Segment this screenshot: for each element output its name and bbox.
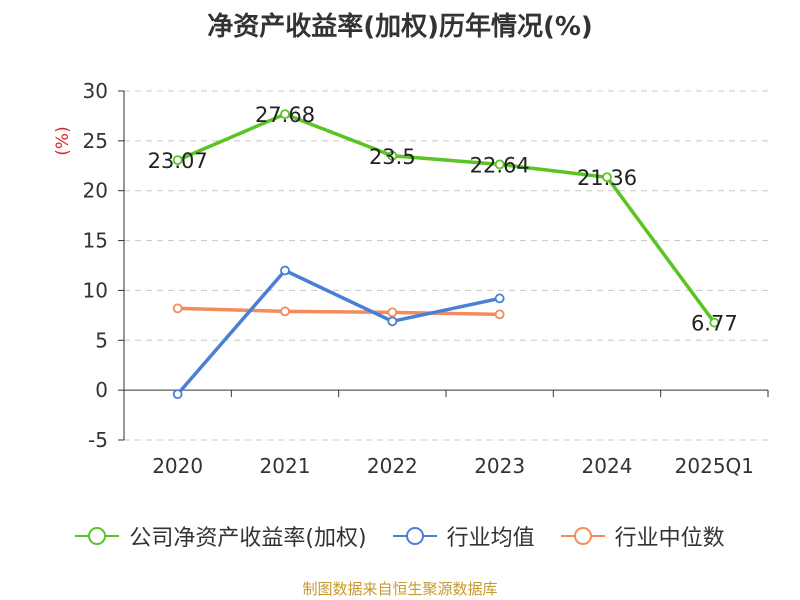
legend-label: 行业均值 (446, 526, 535, 551)
chart-title: 净资产收益率(加权)历年情况(%) (207, 12, 593, 42)
data-point (172, 389, 183, 400)
legend-label: 行业中位数 (614, 526, 725, 551)
y-tick-label: 10 (83, 278, 108, 302)
legend-symbol-icon (392, 527, 437, 545)
data-point (709, 317, 720, 328)
legend: 公司净资产收益率(加权) 行业均值 行业中位数 (0, 520, 800, 552)
data-label: 21.36 (577, 166, 637, 190)
data-point (172, 155, 183, 166)
legend-symbol-icon (75, 527, 120, 545)
y-tick-label: -5 (88, 428, 108, 452)
data-label: 23.5 (369, 145, 416, 169)
legend-item-company[interactable]: 公司净资产收益率(加权) (75, 520, 367, 552)
y-tick-label: 15 (83, 229, 108, 253)
data-label: 23.07 (148, 149, 208, 173)
y-tick-label: 25 (83, 129, 108, 153)
data-label: 22.64 (470, 153, 530, 177)
data-point (387, 307, 398, 318)
series-line (177, 306, 500, 317)
y-tick-label: 30 (83, 79, 108, 103)
data-point (494, 309, 505, 320)
x-tick-label: 2023 (474, 454, 525, 478)
data-point (280, 109, 290, 120)
data-point (280, 306, 290, 317)
data-source-note: 制图数据来自恒生聚源数据库 (302, 580, 498, 598)
data-point (280, 265, 290, 276)
legend-label: 公司净资产收益率(加权) (129, 526, 367, 551)
data-label: 6.77 (691, 312, 738, 336)
series-line (176, 268, 501, 396)
data-point (602, 172, 612, 183)
data-label: 27.68 (255, 103, 315, 127)
legend-item-industry-median[interactable]: 行业中位数 (560, 520, 725, 552)
x-tick-label: 2024 (582, 454, 633, 478)
data-point (172, 303, 183, 314)
data-point (494, 159, 505, 170)
y-tick-label: 5 (95, 328, 108, 352)
legend-item-industry-mean[interactable]: 行业均值 (392, 520, 535, 552)
y-tick-label: 0 (95, 378, 108, 402)
x-tick-label: 2021 (260, 454, 311, 478)
x-tick-label: 2025Q1 (675, 454, 754, 478)
series-line (177, 112, 716, 324)
x-tick-label: 2022 (367, 454, 418, 478)
data-point (494, 293, 505, 304)
x-tick-label: 2020 (152, 454, 203, 478)
data-point (387, 316, 398, 327)
y-tick-label: 20 (83, 179, 108, 203)
data-point (387, 150, 398, 161)
legend-symbol-icon (560, 527, 605, 545)
